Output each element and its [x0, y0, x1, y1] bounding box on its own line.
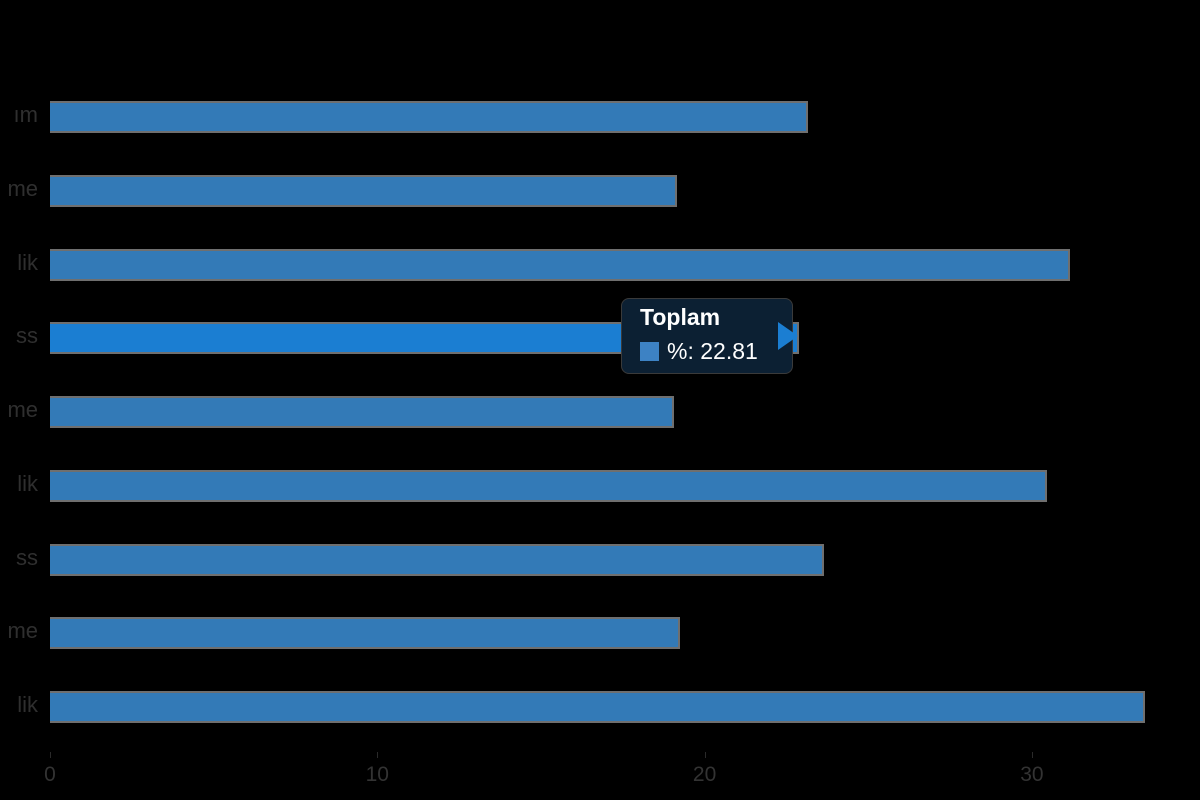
bar[interactable] — [50, 617, 681, 650]
y-axis-label: ım — [13, 102, 38, 127]
x-axis-tick-label: 0 — [44, 763, 56, 786]
bar[interactable] — [50, 469, 1047, 502]
bar[interactable] — [50, 101, 809, 133]
series-swatch-icon — [640, 342, 659, 361]
y-axis-label: lik — [17, 470, 38, 496]
x-axis-tick-label: 10 — [365, 763, 389, 786]
y-axis-label: ss — [16, 323, 38, 349]
bar[interactable] — [50, 174, 678, 207]
x-axis-tick-label: 20 — [692, 763, 717, 786]
tooltip-title: Toplam — [640, 304, 721, 330]
y-axis-label: ss — [16, 544, 38, 570]
tooltip: Toplam %: 22.81 — [621, 298, 793, 374]
x-axis-tick — [377, 752, 379, 758]
y-axis-label: me — [7, 397, 38, 422]
x-axis-tick — [1031, 752, 1033, 758]
y-axis-label: me — [7, 618, 38, 644]
x-axis-tick — [50, 752, 51, 758]
x-axis-tick-label: 30 — [1020, 763, 1044, 786]
y-axis-label: lik — [17, 692, 38, 717]
bar[interactable] — [50, 248, 1070, 281]
bar[interactable] — [50, 691, 1146, 723]
tooltip-value-row: %: 22.81 — [640, 338, 792, 365]
y-axis-label: me — [7, 175, 38, 201]
bar[interactable] — [50, 543, 825, 576]
tooltip-value: %: 22.81 — [667, 338, 758, 364]
bar[interactable] — [50, 396, 674, 428]
tooltip-arrow-icon — [778, 322, 798, 351]
x-axis-tick — [704, 752, 706, 758]
y-axis-label: lik — [17, 249, 38, 275]
